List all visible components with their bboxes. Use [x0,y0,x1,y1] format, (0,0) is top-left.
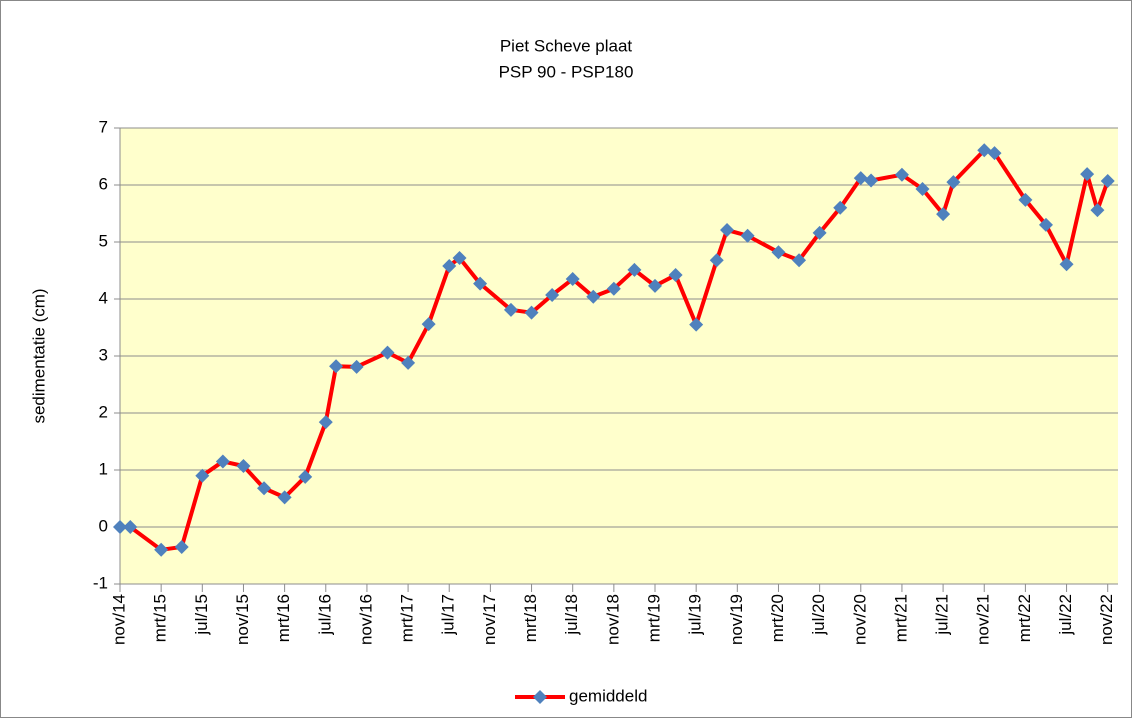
y-tick-label: 3 [99,345,108,364]
data-point [545,288,560,303]
data-point [853,171,868,186]
data-point [606,281,621,296]
data-point [936,207,951,222]
x-tick-label: mrt/21 [891,594,910,642]
y-tick-label: 1 [99,459,108,478]
x-tick-label: nov/19 [727,594,746,645]
x-tick-label: nov/16 [356,594,375,645]
data-point [894,167,909,182]
data-point [318,415,333,430]
x-tick-label: jul/22 [1056,594,1075,636]
data-point [524,305,539,320]
data-point [792,253,807,268]
data-point [1080,167,1095,182]
y-tick-label: -1 [93,573,108,592]
x-tick-label: nov/21 [974,594,993,645]
data-point [277,490,292,505]
x-tick-label: nov/20 [850,594,869,645]
data-point [689,317,704,332]
x-tick-label: jul/19 [686,594,705,636]
data-point [586,289,601,304]
x-tick-label: nov/15 [233,594,252,645]
x-tick-label: jul/16 [315,594,334,636]
data-point [174,539,189,554]
data-point [1018,192,1033,207]
data-point [421,317,436,332]
y-tick-label: 6 [99,174,108,193]
x-tick-label: mrt/16 [274,594,293,642]
y-tick-label: 5 [99,231,108,250]
y-tick-label: 2 [99,402,108,421]
x-tick-label: jul/15 [192,594,211,636]
x-tick-label: nov/22 [1097,594,1116,645]
data-point [740,228,755,243]
data-point [833,200,848,215]
x-tick-label: mrt/20 [768,594,787,642]
data-point [565,272,580,287]
chart-subtitle: PSP 90 - PSP180 [499,62,634,81]
x-tick-label: jul/17 [439,594,458,636]
data-point [627,262,642,277]
legend-marker [533,690,547,704]
data-point [668,268,683,283]
data-point [946,175,961,190]
data-point [864,173,879,188]
data-point [349,359,364,374]
data-point [648,278,663,293]
data-point [298,469,313,484]
data-point [236,459,251,474]
data-point [401,355,416,370]
legend-label: gemiddeld [569,686,647,705]
data-point [812,225,827,240]
x-tick-label: mrt/19 [644,594,663,642]
data-point [503,302,518,317]
y-tick-label: 0 [99,516,108,535]
data-point [720,223,735,238]
data-point [113,520,127,534]
x-tick-label: nov/14 [109,594,128,645]
x-tick-label: jul/20 [809,594,828,636]
data-point [1038,217,1053,232]
data-point [771,245,786,260]
data-point [195,468,210,483]
x-tick-label: mrt/17 [398,594,417,642]
data-point [915,181,930,196]
data-point [380,345,395,360]
x-tick-label: nov/17 [480,594,499,645]
data-point [473,276,488,291]
data-point [215,454,230,469]
y-axis-label: sedimentatie (cm) [29,288,48,423]
data-point [154,542,169,557]
x-tick-label: mrt/15 [151,594,170,642]
data-point [1100,174,1115,189]
data-point [257,481,272,496]
x-tick-label: mrt/18 [521,594,540,642]
x-tick-label: jul/18 [562,594,581,636]
y-tick-label: 4 [99,288,108,307]
data-point [1090,203,1105,218]
data-point [452,250,467,265]
data-point [1059,257,1074,272]
x-tick-label: jul/21 [933,594,952,636]
x-tick-label: nov/18 [603,594,622,645]
x-tick-label: mrt/22 [1015,594,1034,642]
y-tick-label: 7 [99,117,108,136]
chart-title: Piet Scheve plaat [500,36,633,55]
data-point [123,520,138,534]
data-point [987,146,1002,161]
data-point [329,359,344,374]
data-point [977,143,992,158]
data-point [442,258,457,273]
data-point [709,253,724,268]
